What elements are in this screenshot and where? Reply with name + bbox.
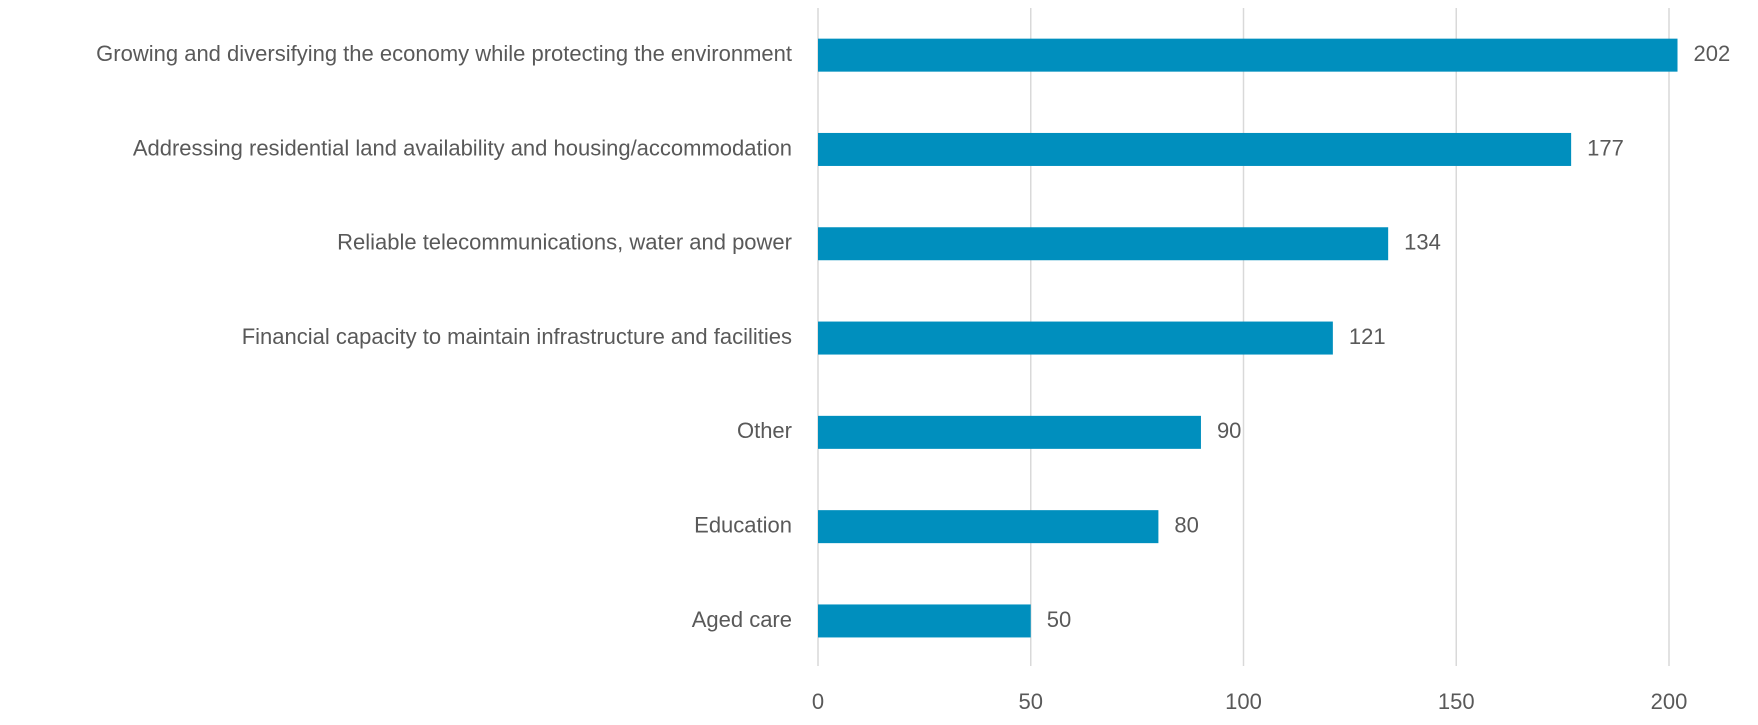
y-tick-label: Growing and diversifying the economy whi…: [96, 41, 792, 66]
y-tick-label: Education: [694, 512, 792, 537]
value-label: 121: [1349, 324, 1386, 349]
bar: [818, 510, 1159, 544]
value-label: 177: [1587, 135, 1624, 160]
y-tick-label: Aged care: [692, 607, 792, 632]
bar: [818, 132, 1572, 166]
y-tick-label: Financial capacity to maintain infrastru…: [242, 324, 792, 349]
bar: [818, 227, 1389, 261]
x-tick-label: 50: [1019, 689, 1043, 714]
value-label: 80: [1174, 512, 1198, 537]
x-tick-label: 100: [1225, 689, 1262, 714]
bar: [818, 604, 1031, 638]
value-label: 202: [1694, 41, 1731, 66]
bar: [818, 321, 1333, 355]
y-tick-label: Addressing residential land availability…: [133, 135, 792, 160]
x-tick-label: 150: [1438, 689, 1475, 714]
value-label: 134: [1404, 230, 1441, 255]
x-tick-label: 0: [812, 689, 824, 714]
bar: [818, 415, 1201, 449]
value-label: 50: [1047, 607, 1071, 632]
y-tick-label: Reliable telecommunications, water and p…: [337, 230, 792, 255]
y-tick-label: Other: [737, 418, 792, 443]
x-tick-label: 200: [1651, 689, 1688, 714]
value-label: 90: [1217, 418, 1241, 443]
bar: [818, 38, 1678, 72]
